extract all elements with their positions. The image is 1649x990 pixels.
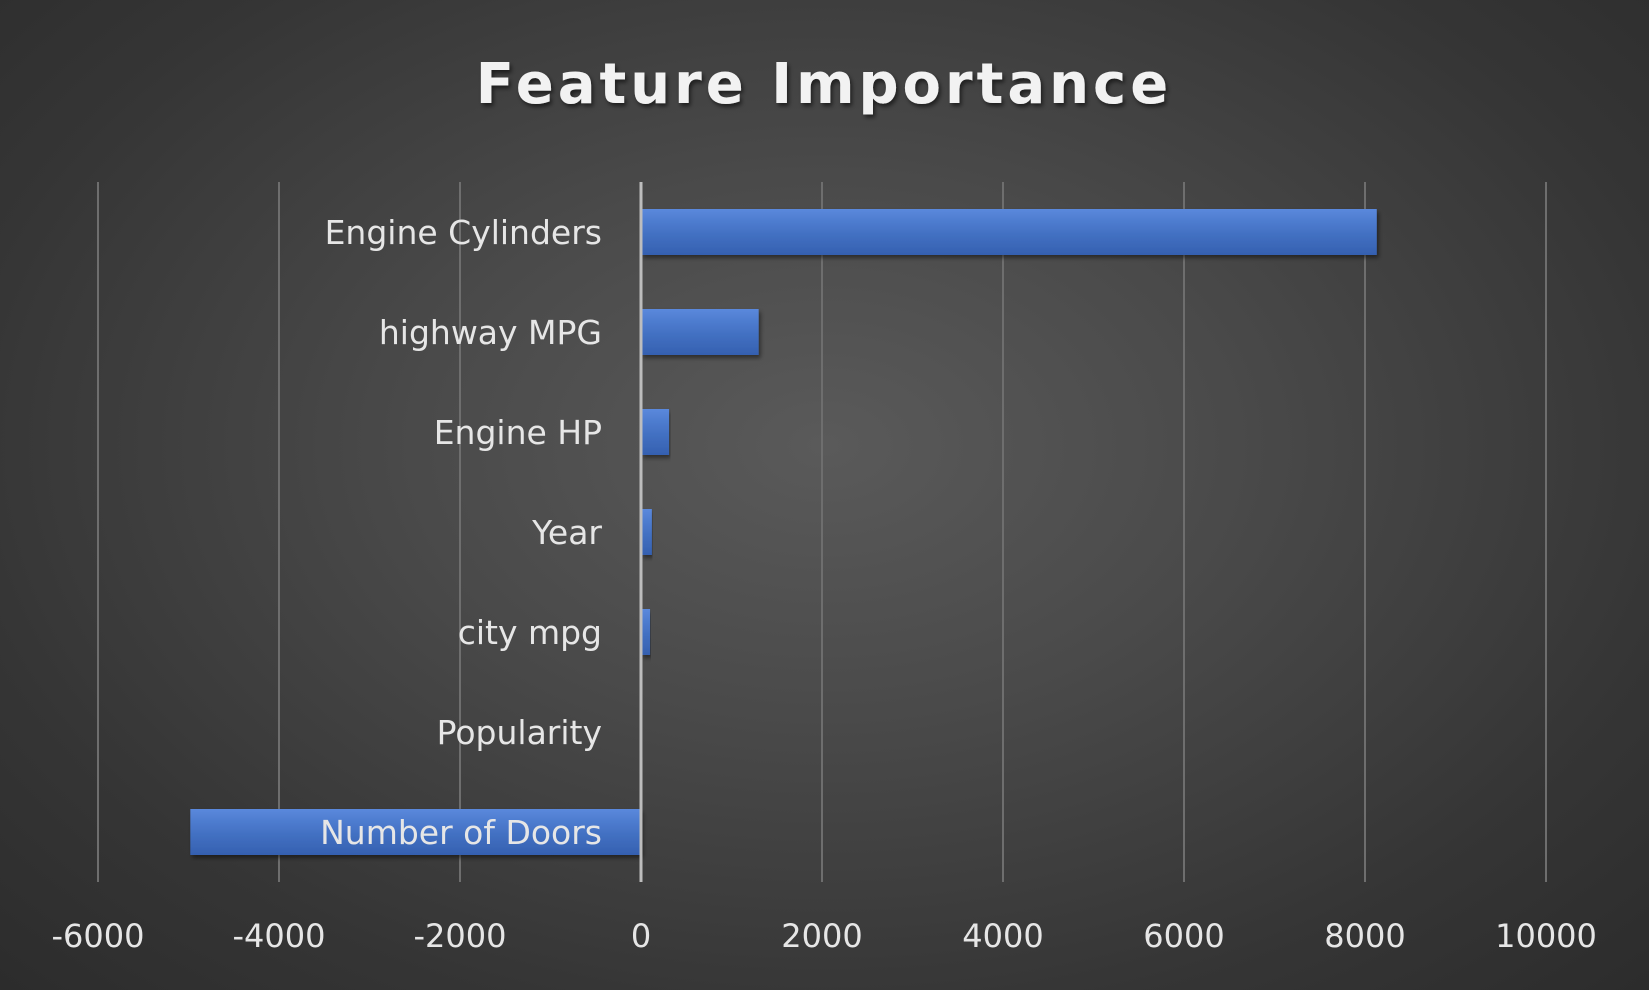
category-label: city mpg xyxy=(458,613,602,652)
x-tick-label: 2000 xyxy=(781,917,862,955)
category-label: highway MPG xyxy=(379,313,602,352)
x-tick-label: 10000 xyxy=(1495,917,1597,955)
x-tick-label: 8000 xyxy=(1324,917,1405,955)
gridlines xyxy=(97,182,1547,882)
bar xyxy=(641,409,670,455)
bar xyxy=(641,209,1377,255)
x-tick-label: -6000 xyxy=(52,917,145,955)
x-tick-label: 4000 xyxy=(962,917,1043,955)
bar xyxy=(190,809,641,855)
x-tick-labels: -6000 -4000 -2000 0 2000 4000 6000 8000 10000 xyxy=(52,917,1597,955)
category-label: Engine HP xyxy=(434,413,602,452)
x-tick-label: -4000 xyxy=(233,917,326,955)
x-tick-label: -2000 xyxy=(414,917,507,955)
category-label: Popularity xyxy=(437,713,602,752)
category-label: Year xyxy=(531,513,602,552)
bars xyxy=(190,209,1377,855)
x-tick-label: 6000 xyxy=(1143,917,1224,955)
bar xyxy=(641,509,652,555)
bar xyxy=(641,309,759,355)
x-tick-label: 0 xyxy=(631,917,651,955)
category-label: Number of Doors xyxy=(320,813,602,852)
category-label: Engine Cylinders xyxy=(325,213,602,252)
bar xyxy=(641,609,651,655)
category-labels: Engine Cylinders highway MPG Engine HP Year… xyxy=(320,213,602,852)
chart-title: Feature Importance xyxy=(476,52,1172,117)
